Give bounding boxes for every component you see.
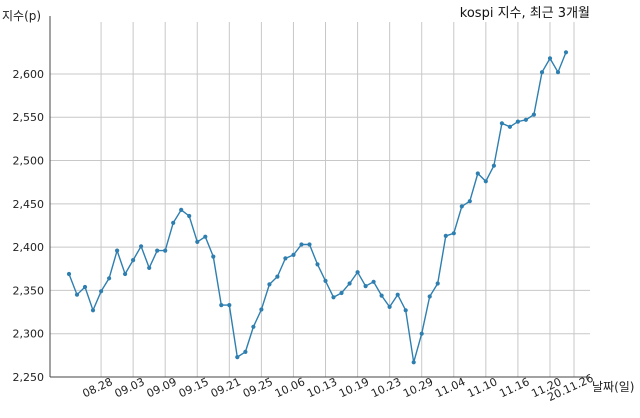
- data-point: [291, 252, 296, 257]
- data-point: [227, 303, 232, 308]
- x-tick-label: 09.03: [113, 375, 147, 400]
- data-point: [363, 284, 368, 289]
- data-point: [435, 281, 440, 286]
- data-point: [355, 270, 360, 275]
- data-point: [323, 278, 328, 283]
- data-point: [499, 121, 504, 126]
- grid: [50, 22, 590, 378]
- data-point: [74, 292, 80, 297]
- y-tick-label: 2,450: [13, 198, 45, 211]
- data-point: [467, 199, 472, 204]
- x-tick-label: 08.28: [81, 375, 115, 400]
- data-point: [515, 119, 521, 124]
- y-tick-label: 2,600: [13, 68, 45, 81]
- data-point: [443, 233, 448, 238]
- data-point: [139, 244, 144, 249]
- x-tick-label: 09.15: [177, 375, 211, 400]
- data-point: [547, 56, 553, 61]
- x-tick-label: 09.25: [241, 375, 275, 400]
- x-axis-title: 날짜(일): [592, 380, 634, 394]
- axes: [49, 16, 590, 378]
- data-point: [235, 355, 240, 360]
- y-tick-label: 2,250: [13, 371, 45, 384]
- chart-title: kospi 지수, 최근 3개월: [460, 6, 590, 21]
- data-point: [299, 242, 304, 247]
- data-point: [339, 290, 344, 296]
- data-point: [99, 289, 104, 294]
- data-point: [523, 117, 529, 122]
- data-point: [90, 308, 96, 313]
- x-tick-label: 20.11.26: [546, 372, 596, 404]
- data-point: [451, 231, 456, 236]
- y-tick-label: 2,350: [13, 284, 45, 297]
- data-point: [403, 308, 408, 313]
- data-point: [475, 171, 480, 176]
- data-point: [82, 284, 88, 290]
- data-point: [66, 271, 72, 277]
- x-tick-label: 09.21: [209, 375, 243, 400]
- data-point: [243, 349, 248, 354]
- data-point: [251, 324, 256, 329]
- data-point: [203, 234, 208, 239]
- x-tick-label: 10.23: [369, 375, 403, 400]
- y-tick-label: 2,550: [13, 111, 45, 124]
- data-point: [163, 248, 168, 253]
- data-point: [411, 360, 416, 365]
- y-tick-label: 2,300: [13, 328, 45, 341]
- data-point: [267, 282, 272, 287]
- data-point: [195, 239, 200, 244]
- data-point: [427, 294, 432, 299]
- x-tick-label: 11.16: [497, 375, 531, 400]
- data-point: [491, 163, 496, 168]
- data-point: [115, 248, 120, 253]
- data-point: [131, 258, 136, 263]
- data-point: [315, 262, 320, 267]
- data-point: [419, 331, 424, 336]
- data-point: [347, 281, 352, 286]
- data-point: [395, 292, 400, 297]
- x-tick-label: 10.06: [273, 375, 307, 400]
- x-tick-label: 11.04: [433, 375, 467, 400]
- x-tick-label: 11.10: [465, 375, 499, 400]
- series-line: [68, 52, 567, 363]
- data-point: [275, 274, 280, 279]
- data-point: [155, 248, 160, 253]
- data-point: [387, 304, 392, 309]
- data-point: [283, 256, 288, 261]
- data-point: [555, 70, 561, 75]
- x-tick-label: 10.13: [305, 375, 339, 400]
- y-tick-labels: 2,250 2,300 2,350 2,400 2,450 2,500 2,550 2,600: [13, 68, 45, 384]
- data-point: [371, 279, 376, 284]
- x-tick-label: 10.19: [337, 375, 371, 400]
- data-point: [171, 220, 176, 225]
- data-point: [539, 70, 545, 75]
- data-point: [123, 271, 128, 277]
- y-tick-label: 2,400: [13, 241, 45, 254]
- data-point: [531, 112, 537, 117]
- data-point: [331, 295, 336, 300]
- data-point: [563, 50, 569, 55]
- data-point: [179, 207, 184, 212]
- data-point: [187, 213, 192, 219]
- data-point: [219, 303, 224, 308]
- x-tick-label: 10.29: [401, 375, 435, 400]
- data-point: [379, 293, 384, 298]
- data-point: [307, 242, 312, 247]
- data-point: [259, 307, 264, 312]
- data-point: [459, 204, 464, 209]
- y-tick-label: 2,500: [13, 155, 45, 168]
- data-point: [147, 265, 152, 270]
- x-tick-label: 09.09: [145, 375, 179, 400]
- y-axis-title: 지수(p): [2, 9, 41, 23]
- data-points: [66, 50, 569, 365]
- data-point: [211, 254, 216, 259]
- data-point: [107, 276, 112, 281]
- data-point: [483, 179, 488, 184]
- data-point: [507, 124, 512, 129]
